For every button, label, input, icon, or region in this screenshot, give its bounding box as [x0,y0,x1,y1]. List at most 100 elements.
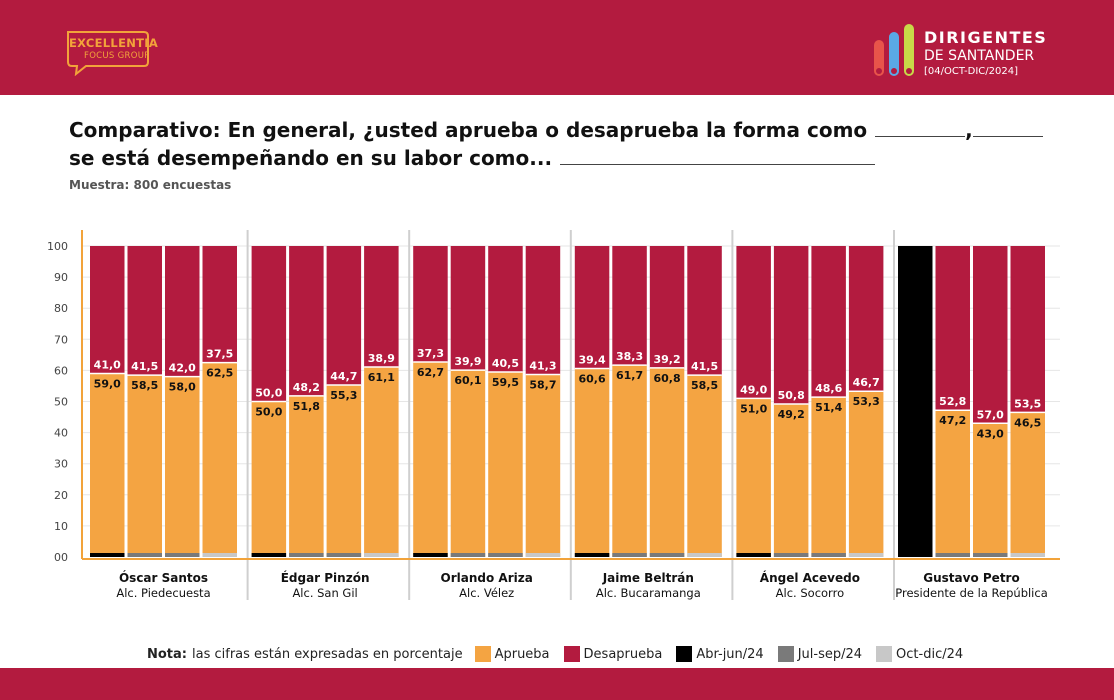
legend-item-abr-jun: Abr-jun/24 [676,646,764,662]
bar-aprueba [450,370,486,557]
data-label-aprueba: 50,0 [255,406,282,419]
title-blank-1 [875,116,966,137]
data-label-aprueba: 51,0 [740,402,767,415]
data-label-aprueba: 58,0 [169,381,196,394]
bar-desaprueba [413,246,448,363]
data-label-aprueba: 53,3 [853,395,880,408]
data-label-aprueba: 49,2 [778,408,805,421]
header-band [0,0,1114,95]
period-marker [90,553,125,557]
bar-period-only [898,246,933,557]
bar-desaprueba [1010,246,1045,413]
title-blank-2 [972,116,1043,137]
chart-legend: Nota: las cifras están expresadas en por… [147,644,977,664]
data-label-aprueba: 62,5 [206,367,233,380]
question-title: Comparativo: En general, ¿usted aprueba … [69,116,1069,172]
legend-note-label: Nota: [147,646,187,662]
bar-aprueba [127,375,162,557]
bar-desaprueba [612,246,647,366]
title-line-2: se está desempeñando en su labor como... [69,146,553,170]
group-name-label: Óscar Santos [119,570,208,585]
bar-desaprueba [736,246,771,399]
brand-title: DIRIGENTES [924,28,1048,47]
data-label-desaprueba: 39,2 [653,353,680,366]
bar-desaprueba [574,246,610,369]
y-tick-label: 30 [54,458,68,471]
data-label-aprueba: 43,0 [977,427,1004,440]
period-marker [364,553,399,557]
legend-label-jul-sep: Jul-sep/24 [797,646,863,662]
sample-note: Muestra: 800 encuestas [69,178,232,192]
bar-desaprueba [935,246,970,411]
brand-subtitle: DE SANTANDER [924,48,1035,64]
bar-desaprueba [525,246,561,375]
data-label-desaprueba: 42,0 [169,362,196,375]
bar-desaprueba [90,246,125,374]
period-marker [574,553,610,557]
brand-period: [04/OCT-DIC/2024] [924,66,1018,77]
bar-aprueba [326,385,362,557]
footer-band [0,668,1114,700]
period-marker [488,553,523,557]
bar-aprueba [973,423,1008,557]
period-marker [935,553,970,557]
period-marker [848,553,884,557]
data-label-desaprueba: 57,0 [977,408,1004,421]
data-label-desaprueba: 49,0 [740,383,767,396]
bar-desaprueba [289,246,324,396]
bar-desaprueba [450,246,486,371]
bar-aprueba [935,410,970,557]
bar-desaprueba [973,246,1008,424]
speech-bubble-icon [67,31,149,76]
data-label-desaprueba: 50,0 [255,387,282,400]
bar-aprueba [488,371,523,557]
legend-item-aprueba: Aprueba [474,646,550,662]
title-blank-3 [560,144,876,165]
data-label-aprueba: 60,1 [454,374,481,387]
bar-aprueba [848,391,884,557]
bar-aprueba [251,401,287,557]
bar-desaprueba [202,246,237,363]
data-label-aprueba: 58,7 [529,378,556,391]
data-label-desaprueba: 41,5 [691,360,718,373]
title-comma: , [965,118,973,142]
legend-label-aprueba: Aprueba [494,646,550,662]
y-tick-label: 60 [54,364,68,377]
legend-swatch-desaprueba [563,646,580,662]
legend-label-oct-dic: Oct-dic/24 [896,646,964,662]
group-role-label: Alc. Vélez [459,586,514,600]
data-label-desaprueba: 46,7 [853,376,880,389]
data-label-desaprueba: 38,9 [368,352,395,365]
legend-item-jul-sep: Jul-sep/24 [777,646,863,662]
data-label-desaprueba: 48,6 [815,382,842,395]
group-role-label: Presidente de la República [895,586,1048,600]
legend-swatch-jul-sep [777,646,794,662]
bar-aprueba [202,362,237,557]
data-label-desaprueba: 52,8 [939,395,966,408]
thermometers-icon [874,24,914,76]
bar-aprueba [649,367,685,557]
period-marker [525,553,561,557]
legend-label-desaprueba: Desaprueba [583,646,663,662]
group-name-label: Jaime Beltrán [602,571,694,585]
period-marker [450,553,486,557]
data-label-desaprueba: 41,5 [131,360,158,373]
period-marker [165,553,200,557]
period-marker [811,553,846,557]
data-label-desaprueba: 37,5 [206,348,233,361]
legend-item-oct-dic: Oct-dic/24 [876,646,963,662]
legend-swatch-oct-dic [876,646,893,662]
period-marker [973,553,1008,557]
period-marker [687,553,722,557]
bar-aprueba [413,362,448,557]
data-label-desaprueba: 48,2 [293,381,320,394]
logo-text-main: EXCELLENTIA [69,36,159,50]
bar-desaprueba [364,246,399,367]
y-tick-label: 90 [54,271,68,284]
group-role-label: Alc. Piedecuesta [116,586,210,600]
group-name-label: Édgar Pinzón [281,570,370,585]
bar-aprueba [165,376,200,557]
group-role-label: Alc. San Gil [292,586,357,600]
y-tick-label: 10 [54,520,68,533]
data-label-desaprueba: 50,8 [778,389,805,402]
